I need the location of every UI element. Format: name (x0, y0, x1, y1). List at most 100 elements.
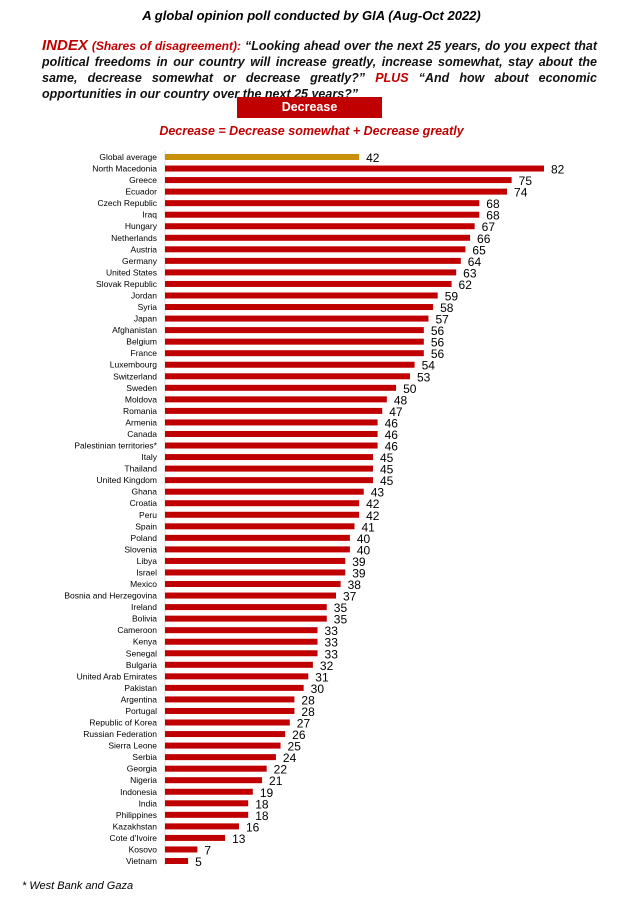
category-label: Slovak Republic (96, 279, 158, 289)
bar (165, 396, 387, 403)
value-label: 39 (352, 566, 366, 580)
bar (165, 419, 378, 426)
value-label: 82 (551, 163, 565, 177)
category-label: North Macedonia (92, 164, 157, 174)
category-label: Pakistan (124, 683, 157, 693)
bar (165, 338, 424, 345)
bar (165, 557, 346, 564)
value-label: 45 (380, 463, 394, 477)
value-label: 33 (325, 636, 339, 650)
bar (165, 696, 295, 703)
value-label: 66 (477, 232, 491, 246)
category-label: United States (106, 267, 157, 277)
category-label: Belgium (126, 337, 157, 347)
index-label: INDEX (42, 37, 88, 54)
bar (165, 846, 198, 853)
category-label: Mexico (130, 579, 157, 589)
legend-decrease: Decrease (237, 97, 382, 118)
category-label: Argentina (121, 694, 158, 704)
value-label: 5 (195, 855, 202, 869)
category-label: Kenya (133, 637, 157, 647)
bar (165, 811, 249, 818)
bar (165, 234, 471, 241)
value-label: 42 (366, 151, 380, 165)
bar (165, 534, 350, 541)
category-label: Portugal (125, 706, 157, 716)
bar (165, 304, 434, 311)
value-label: 56 (431, 347, 445, 361)
bar (165, 442, 378, 449)
category-label: France (131, 348, 158, 358)
category-label: Romania (123, 406, 157, 416)
category-label: Iraq (142, 210, 157, 220)
category-label: Kazakhstan (113, 821, 158, 831)
category-label: Spain (135, 521, 157, 531)
value-label: 64 (468, 255, 482, 269)
category-label: Slovenia (124, 544, 157, 554)
category-label: Vietnam (126, 856, 157, 866)
value-label: 75 (519, 174, 533, 188)
category-label: Japan (134, 314, 157, 324)
value-label: 45 (380, 474, 394, 488)
bar (165, 858, 189, 864)
value-label: 56 (431, 324, 445, 338)
category-label: United Arab Emirates (77, 671, 157, 681)
category-label: Thailand (124, 464, 157, 474)
bar (165, 327, 424, 334)
value-label: 13 (232, 832, 246, 846)
value-label: 43 (371, 486, 385, 500)
value-label: 18 (255, 809, 269, 823)
bar (165, 569, 346, 576)
value-label: 28 (301, 705, 315, 719)
footnote: * West Bank and Gaza (22, 880, 134, 892)
bar-global-average (165, 154, 360, 160)
category-label: Israel (136, 567, 157, 577)
bar (165, 754, 276, 761)
category-label: Sierra Leone (108, 741, 157, 751)
category-label: Cameroon (117, 625, 157, 635)
bar (165, 211, 480, 218)
value-label: 38 (348, 578, 362, 592)
value-label: 50 (403, 382, 417, 396)
category-label: Ecuador (125, 187, 157, 197)
category-label: Libya (137, 556, 158, 566)
bar (165, 834, 226, 841)
bar (165, 604, 327, 611)
value-label: 26 (292, 728, 306, 742)
bar (165, 581, 341, 588)
bar (165, 742, 281, 749)
bar (165, 177, 512, 184)
bar (165, 777, 263, 784)
bar (165, 454, 373, 461)
category-label: Peru (139, 510, 157, 520)
bar (165, 477, 373, 484)
bar (165, 257, 461, 264)
bar (165, 384, 397, 391)
value-label: 46 (385, 440, 399, 454)
category-label: United Kingdom (97, 475, 157, 485)
bar (165, 246, 466, 253)
value-label: 7 (204, 843, 211, 857)
category-label: Hungary (125, 221, 158, 231)
value-label: 68 (486, 209, 500, 223)
category-label: Cote d'Ivoire (110, 833, 158, 843)
value-label: 54 (422, 359, 436, 373)
bar (165, 269, 457, 276)
category-label: Ghana (131, 487, 157, 497)
category-label: Czech Republic (97, 198, 157, 208)
value-label: 25 (288, 740, 302, 754)
value-label: 28 (301, 693, 315, 707)
category-label: Indonesia (120, 787, 157, 797)
bar (165, 673, 309, 680)
bar (165, 188, 508, 195)
chart-title: A global opinion poll conducted by GIA (… (142, 8, 481, 23)
category-label: Poland (131, 533, 158, 543)
value-label: 59 (445, 289, 459, 303)
category-label: Austria (131, 244, 158, 254)
category-label: Palestinian territories* (74, 441, 157, 451)
bar (165, 731, 286, 738)
bar (165, 523, 355, 530)
bar (165, 223, 475, 230)
plus-label: PLUS (375, 71, 409, 85)
